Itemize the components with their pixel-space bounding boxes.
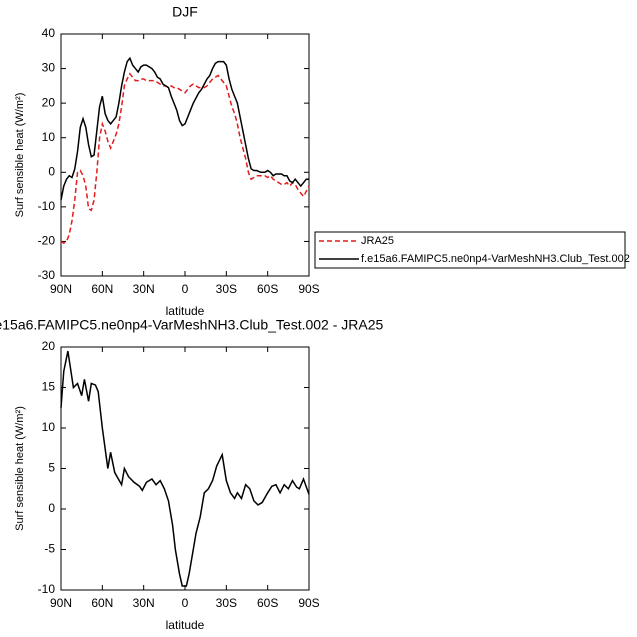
data-line [60, 72, 310, 245]
y-tick-label: 30 [42, 61, 56, 75]
plot-frame [60, 346, 310, 591]
y-tick-label: -10 [38, 582, 56, 596]
x-tick-label: 90N [50, 282, 72, 296]
y-axis-label: Surf sensible heat (W/m²) [14, 93, 26, 218]
chart-title: f.e15a6.FAMIPC5.ne0np4-VarMeshNH3.Club_T… [0, 317, 384, 333]
x-tick-label: 60N [91, 596, 113, 610]
y-tick-label: 10 [42, 130, 56, 144]
y-tick-label: -30 [38, 268, 56, 282]
y-tick-label: 20 [42, 95, 56, 109]
x-tick-label: 90S [298, 282, 319, 296]
x-tick-label: 30N [133, 282, 155, 296]
x-tick-label: 90N [50, 596, 72, 610]
legend-label: f.e15a6.FAMIPC5.ne0np4-VarMeshNH3.Club_T… [361, 253, 630, 265]
y-tick-label: -5 [44, 542, 55, 556]
x-tick-label: 60S [257, 596, 278, 610]
y-tick-label: -20 [38, 234, 56, 248]
data-line [60, 56, 309, 201]
x-tick-label: 30S [216, 282, 237, 296]
x-tick-label: 0 [182, 282, 189, 296]
y-tick-label: 5 [48, 461, 55, 475]
x-tick-label: 90S [298, 596, 319, 610]
x-tick-label: 30S [216, 596, 237, 610]
x-tick-label: 60S [257, 282, 278, 296]
y-tick-label: 0 [48, 501, 55, 515]
y-tick-label: 10 [42, 420, 56, 434]
y-tick-label: 20 [42, 339, 56, 353]
x-tick-label: 30N [133, 596, 155, 610]
y-tick-label: 40 [42, 26, 56, 40]
x-tick-label: 0 [182, 596, 189, 610]
y-axis-label: Surf sensible heat (W/m²) [14, 406, 26, 531]
x-tick-label: 60N [91, 282, 113, 296]
x-axis-label: latitude [166, 304, 205, 318]
y-tick-label: 0 [48, 164, 55, 178]
x-axis-label: latitude [166, 618, 205, 632]
legend-label: JRA25 [361, 235, 394, 247]
legend-box [314, 231, 626, 269]
chart-title: DJF [172, 4, 198, 20]
data-line [60, 350, 310, 587]
y-tick-label: 15 [42, 380, 56, 394]
y-tick-label: -10 [38, 199, 56, 213]
